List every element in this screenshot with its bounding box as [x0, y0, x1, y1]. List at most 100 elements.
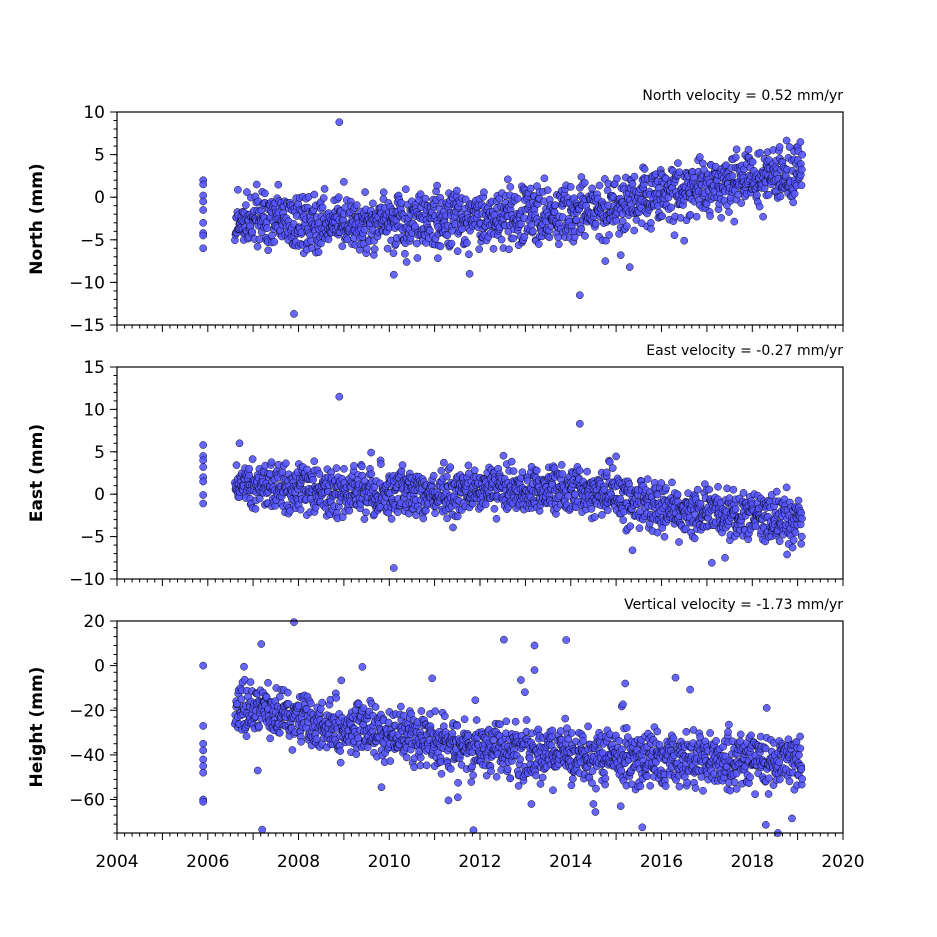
height-point: [775, 775, 784, 784]
north-point: [670, 231, 679, 240]
north-point: [363, 244, 371, 253]
height-point: [276, 692, 284, 701]
height-point: [725, 720, 733, 729]
x-tick-label: 2018: [731, 852, 774, 872]
north-point: [465, 269, 474, 278]
height-point: [316, 704, 325, 713]
north-point: [623, 222, 631, 231]
height-point: [691, 784, 700, 792]
north-point: [320, 185, 329, 193]
height-point: [724, 728, 732, 736]
north-point: [534, 240, 543, 248]
north-outlier-point: [340, 178, 348, 186]
north-point: [759, 212, 767, 221]
north-point: [389, 249, 398, 258]
north-point: [737, 199, 746, 207]
east-point: [358, 462, 366, 471]
north-point: [397, 199, 406, 207]
east-point: [453, 512, 462, 521]
east-point: [303, 465, 312, 474]
height-point: [266, 734, 274, 743]
north-point: [480, 188, 488, 197]
north-point: [577, 173, 586, 181]
height-point: [506, 774, 515, 783]
north-point: [529, 227, 537, 236]
height-data-points: [199, 618, 806, 837]
north-early-point: [199, 197, 208, 206]
height-point: [730, 778, 739, 787]
north-point: [434, 254, 442, 263]
height-early-point: [199, 762, 208, 770]
east-point: [499, 451, 508, 460]
east-point: [675, 538, 683, 546]
east-y-tick-label: −5: [80, 528, 105, 548]
height-point: [646, 781, 655, 790]
height-point: [332, 694, 341, 702]
north-point: [401, 249, 409, 258]
height-point: [448, 729, 457, 738]
north-point: [595, 181, 604, 190]
east-early-point: [199, 441, 208, 449]
north-velocity-annotation: North velocity = 0.52 mm/yr: [642, 88, 843, 104]
height-point: [796, 732, 804, 741]
height-point: [561, 714, 570, 723]
north-point: [248, 227, 257, 236]
height-point: [446, 765, 455, 773]
north-point: [242, 201, 250, 209]
east-point: [345, 506, 354, 515]
height-point: [237, 695, 246, 704]
x-tick-label: 2006: [186, 852, 229, 872]
north-point: [551, 201, 560, 209]
north-point: [797, 165, 806, 174]
height-point: [306, 699, 315, 708]
x-tick-label: 2010: [368, 852, 411, 872]
height-point: [500, 635, 508, 644]
east-point: [419, 514, 428, 523]
east-point: [518, 468, 527, 477]
height-point: [746, 773, 754, 782]
east-point: [492, 514, 501, 523]
north-y-tick-label: 0: [94, 188, 105, 208]
east-early-point: [199, 499, 208, 508]
north-point: [465, 250, 473, 259]
east-point: [446, 463, 455, 471]
height-point: [397, 702, 405, 711]
height-point: [591, 808, 600, 816]
north-point: [433, 181, 441, 190]
height-outlier-point: [530, 641, 539, 650]
east-point: [775, 537, 784, 546]
north-point: [489, 244, 498, 253]
east-point: [739, 489, 748, 497]
east-point: [360, 515, 369, 523]
height-point: [536, 780, 545, 788]
east-plot-frame: [116, 366, 844, 580]
north-point: [401, 185, 410, 194]
north-point: [370, 245, 379, 253]
north-point: [725, 208, 733, 216]
east-point: [696, 499, 705, 508]
north-point: [588, 184, 596, 193]
north-point: [338, 242, 347, 251]
height-point: [706, 729, 714, 737]
east-velocity-annotation: East velocity = -0.27 mm/yr: [646, 343, 843, 359]
x-tick-label: 2008: [277, 852, 320, 872]
east-point: [558, 470, 567, 478]
east-point: [278, 468, 287, 476]
height-point: [527, 800, 536, 808]
north-early-point: [199, 206, 208, 214]
east-y-tick-label: 15: [83, 358, 105, 378]
height-point: [377, 783, 386, 792]
north-outlier-point: [575, 291, 584, 300]
height-velocity-annotation: Vertical velocity = -1.73 mm/yr: [624, 597, 843, 613]
north-point: [796, 138, 805, 146]
east-point: [248, 455, 257, 463]
north-point: [699, 159, 707, 168]
north-point: [580, 178, 589, 187]
height-point: [428, 674, 437, 683]
north-point: [453, 247, 462, 256]
north-point: [613, 174, 621, 183]
